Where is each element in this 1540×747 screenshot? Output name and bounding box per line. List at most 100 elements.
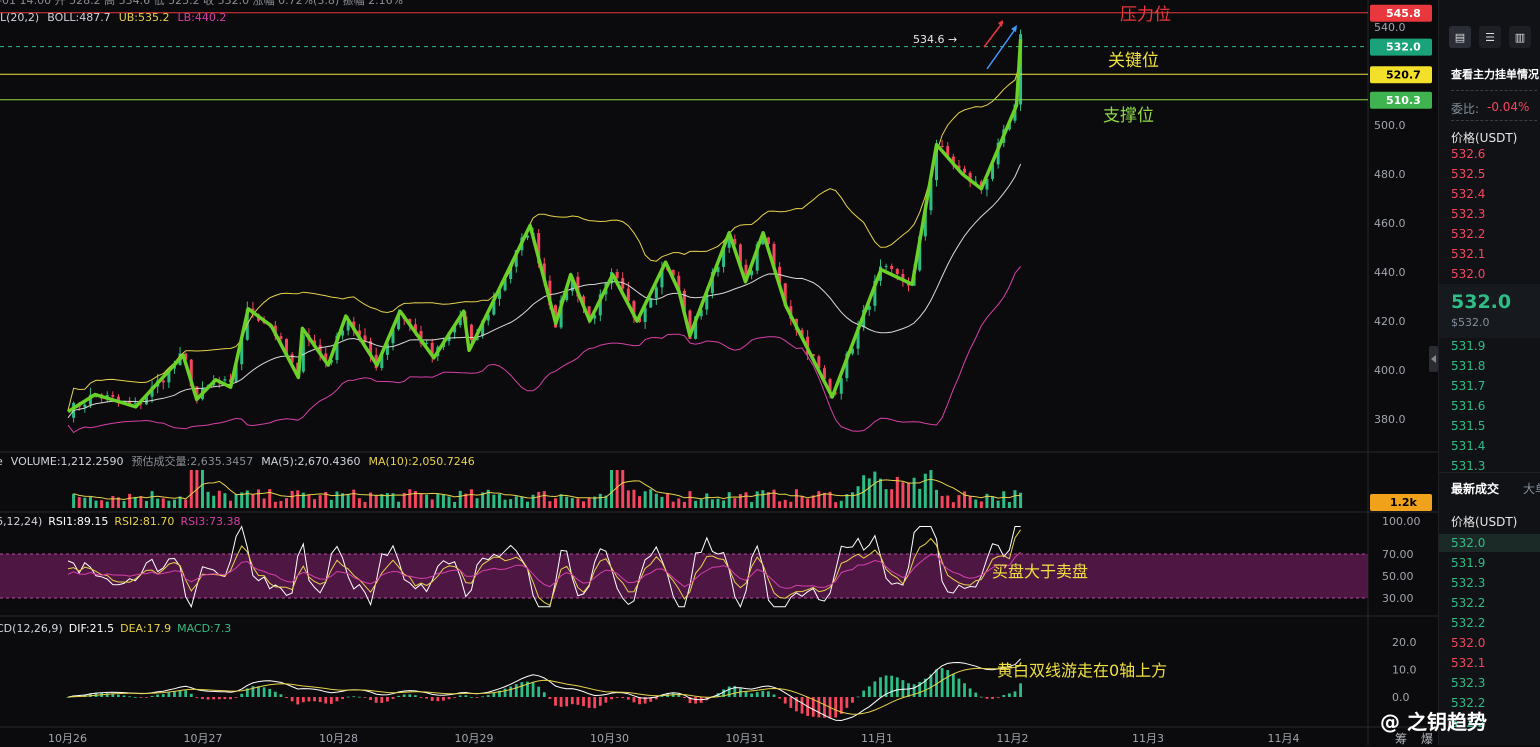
macd-bar [957, 678, 961, 697]
volume-bar [750, 502, 754, 508]
volume-bar [72, 493, 76, 508]
macd-bar [195, 697, 199, 698]
candle-body [901, 273, 905, 281]
macd-bar [402, 694, 406, 697]
candle-body [116, 396, 120, 402]
chart-background [0, 0, 1438, 745]
candle-body [425, 342, 429, 344]
macd-bar [727, 686, 731, 697]
candle-body [766, 237, 770, 244]
volume-badge-text: 1.2k [1390, 496, 1417, 509]
trade-price-row[interactable]: 531.9 [1451, 556, 1486, 570]
candle-body [935, 145, 939, 181]
volume-bar [918, 488, 922, 508]
liquidation-button[interactable]: 爆 [1421, 732, 1434, 746]
orderbook-asks-tab[interactable]: ▥ [1509, 26, 1531, 48]
trade-price-row[interactable]: 532.0 [1451, 536, 1486, 550]
macd-bar [173, 691, 176, 697]
dif-line [67, 658, 1021, 722]
ask-price-row[interactable]: 532.3 [1451, 207, 1486, 221]
candle-body [542, 263, 546, 281]
ask-price-row[interactable]: 532.0 [1451, 267, 1486, 281]
macd-bar [105, 693, 109, 697]
bid-price-row[interactable]: 531.4 [1451, 439, 1486, 453]
macd-bar [912, 684, 916, 697]
volume-bar [363, 501, 367, 508]
ask-price-row[interactable]: 532.1 [1451, 247, 1486, 261]
volume-bar [503, 499, 507, 508]
macd-bar [167, 692, 171, 697]
view-main-orders-link[interactable]: 查看主力挂单情况 [1451, 68, 1539, 81]
volume-bar [318, 495, 322, 508]
price-badge-text: 510.3 [1386, 94, 1421, 107]
ask-price-row[interactable]: 532.4 [1451, 187, 1486, 201]
macd-bar [335, 697, 339, 702]
bid-price-row[interactable]: 531.9 [1451, 339, 1486, 353]
volume-bar [290, 490, 294, 508]
volume-bar [128, 493, 132, 508]
trade-price-row[interactable]: 532.1 [1451, 656, 1486, 670]
macd-bar [139, 697, 143, 698]
macd-bar [638, 697, 641, 705]
bid-price-row[interactable]: 531.8 [1451, 359, 1486, 373]
price-tick-label: 540.0 [1374, 21, 1406, 34]
rsi-tick-label: 50.00 [1382, 570, 1414, 583]
trade-price-row[interactable]: 532.2 [1451, 716, 1486, 730]
trade-price-row[interactable]: 532.0 [1451, 636, 1486, 650]
candle-body [380, 354, 384, 369]
bid-price-row[interactable]: 531.3 [1451, 459, 1486, 473]
price-badge-text: 545.8 [1386, 7, 1421, 20]
candle-body [514, 250, 518, 267]
volume-bar [1019, 492, 1023, 508]
volume-bar [957, 495, 961, 508]
latest-trades-tab[interactable]: 最新成交 [1451, 482, 1500, 496]
volume-bar [413, 491, 417, 508]
macd-bar [996, 697, 1000, 698]
orderbook-both-tab[interactable]: ▤ [1449, 26, 1471, 48]
macd-bar [677, 694, 681, 697]
candle-body [890, 265, 894, 270]
macd-bar [453, 697, 457, 698]
ask-price-row[interactable]: 532.6 [1451, 147, 1486, 161]
trade-price-row[interactable]: 532.3 [1451, 676, 1486, 690]
candle-body [895, 269, 899, 274]
macd-bar [251, 686, 255, 697]
volume-bar [906, 482, 910, 508]
ask-price-row[interactable]: 532.2 [1451, 227, 1486, 241]
macd-bar [217, 697, 221, 700]
bid-price-row[interactable]: 531.7 [1451, 379, 1486, 393]
price-tick-label: 460.0 [1374, 217, 1406, 230]
rsi-tick-label: 100.00 [1382, 515, 1421, 528]
ask-price-row[interactable]: 532.5 [1451, 167, 1486, 181]
candle-body [161, 380, 165, 383]
macd-bar [884, 675, 888, 697]
large-trades-tab[interactable]: 大单 [1523, 482, 1540, 496]
macd-bar [576, 697, 580, 705]
macd-bar [890, 675, 894, 697]
peak-price-label: 534.6 → [913, 33, 957, 46]
macd-bar [374, 697, 378, 703]
volume-bar [296, 490, 300, 508]
trade-price-row[interactable]: 532.2 [1451, 696, 1486, 710]
trade-price-row[interactable]: 532.2 [1451, 596, 1486, 610]
chip-distribution-button[interactable]: 筹 [1395, 732, 1408, 746]
volume-bar [1002, 491, 1006, 508]
volume-bar [598, 493, 602, 508]
volume-bar [240, 492, 244, 508]
trade-price-row[interactable]: 532.2 [1451, 616, 1486, 630]
volume-bar [761, 490, 765, 508]
macd-bar [604, 697, 608, 703]
orderbook-bids-tab[interactable]: ☰ [1479, 26, 1501, 48]
candle-body [727, 239, 731, 248]
volume-bar [234, 494, 238, 508]
volume-bar [744, 492, 748, 508]
macd-bar [873, 681, 877, 697]
bid-price-row[interactable]: 531.5 [1451, 419, 1486, 433]
volume-bar [497, 494, 501, 508]
bid-price-row[interactable]: 531.6 [1451, 399, 1486, 413]
trade-price-row[interactable]: 532.3 [1451, 576, 1486, 590]
macd-bar [733, 685, 737, 697]
candle-body [430, 342, 434, 357]
candle-body [985, 178, 989, 190]
volume-bar [245, 490, 249, 508]
